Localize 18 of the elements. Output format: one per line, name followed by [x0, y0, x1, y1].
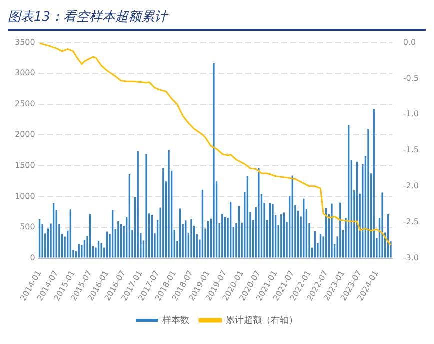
y-tick-label: 2000 [15, 130, 36, 140]
y-tick-label: 2500 [15, 99, 36, 108]
y2-tick-label: -2.5 [403, 217, 419, 226]
chart-title: 图表13：看空样本超额累计 [8, 8, 426, 31]
legend-label: 样本数 [162, 314, 190, 326]
y-tick-label: 0 [30, 253, 36, 262]
y-tick-label: 1500 [15, 160, 36, 170]
y2-tick-label: -1.5 [403, 146, 419, 155]
y-tick-label: 3500 [15, 38, 36, 47]
y2-tick-label: 0.0 [403, 38, 416, 47]
y2-tick-label: -1.0 [403, 110, 419, 119]
y2-tick-label: -0.5 [403, 74, 419, 83]
y-tick-label: 500 [20, 222, 36, 232]
legend-label: 累计超额（右轴） [226, 314, 298, 326]
y-tick-label: 1000 [15, 192, 36, 201]
y2-tick-label: -3.0 [403, 253, 419, 262]
y2-tick-label: -2.0 [403, 182, 419, 191]
y-tick-label: 3000 [15, 68, 36, 78]
